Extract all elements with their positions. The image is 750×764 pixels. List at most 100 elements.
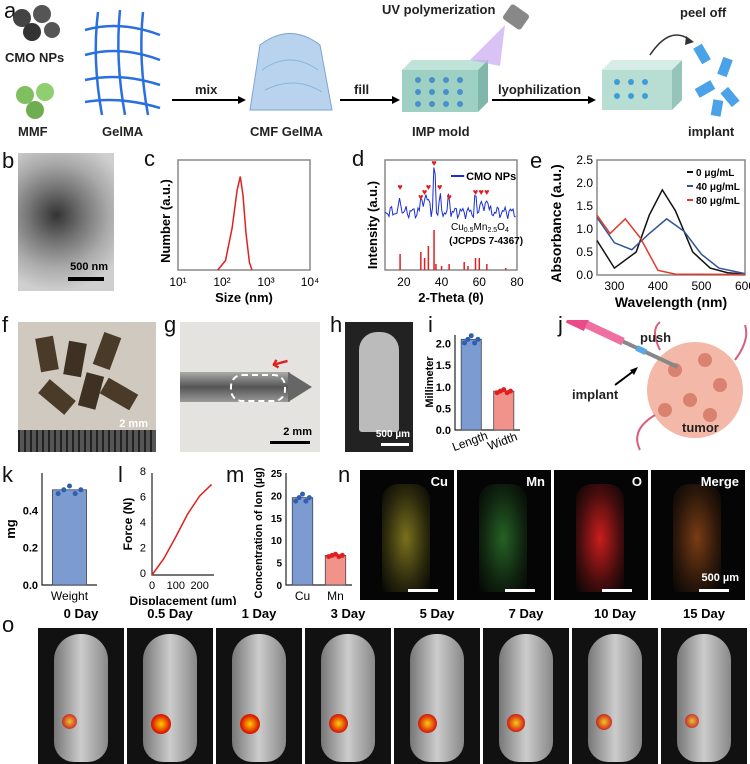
scalebar-b [68, 277, 104, 281]
panel-label-l: l [118, 462, 123, 487]
chart-k: 0.0 0.2 0.4 Weight mg [3, 473, 97, 603]
panel-label-d: d [352, 146, 365, 171]
y-tick-label: 10 [271, 536, 283, 547]
panel-label-k: k [2, 462, 13, 487]
y-axis-label: mg [3, 519, 18, 539]
y-tick-label: 4 [140, 517, 146, 529]
panel-label-m: m [226, 462, 245, 487]
implant-label-j: implant [572, 387, 619, 402]
fluorescence-signal [596, 714, 612, 730]
x-tick-label: Length [450, 428, 489, 454]
day-label: 3 Day [330, 606, 366, 621]
data-point [61, 487, 67, 493]
data-point [300, 491, 305, 497]
cmo-nps-spheres-icon [13, 5, 60, 41]
scalebar-n-label: 500 µm [701, 572, 739, 584]
plot-frame [177, 159, 311, 271]
data-point [462, 340, 468, 346]
panel-label-g: g [164, 312, 177, 337]
y-tick-label: 0.5 [576, 245, 593, 259]
uv-label: UV polymerization [382, 2, 496, 17]
imp-mold-icon [402, 60, 488, 112]
eds-map-o: O [554, 470, 648, 600]
y-axis-label: Millimeter [424, 356, 436, 408]
day-label: 5 Day [419, 606, 455, 621]
eds-map-merge: Merge 500 µm [651, 470, 745, 600]
panel-label-j: j [558, 312, 563, 337]
peak-marker-heart-icon: ♥ [422, 187, 427, 197]
reference-name: Cu0.5Mn2.5O4 [451, 222, 509, 234]
data-point [303, 498, 309, 504]
x-tick-label: 600 [735, 279, 750, 293]
legend-label: CMO NPs [466, 171, 516, 183]
data-point [296, 495, 302, 501]
fill-label: fill [354, 82, 370, 97]
panel-label-f: f [2, 312, 9, 337]
needle-photo: ↙ 2 mm [180, 322, 320, 452]
size-distribution-line [217, 176, 253, 271]
implant-pieces-icon [693, 43, 740, 117]
x-tick-label: Width [486, 429, 520, 453]
imp-mold-label: IMP mold [412, 124, 470, 139]
mouse-body-icon [588, 634, 642, 762]
x-tick-label: 0 [149, 580, 155, 592]
chart-l: 0 100 200 0 2 4 6 8 Force (N) Displacement (µm) [121, 466, 236, 605]
push-label: push [640, 330, 672, 345]
peel-off-label: peel off [680, 5, 727, 20]
bar [324, 555, 347, 586]
mouse-fluorescence-image [394, 628, 480, 764]
scalebar-n [505, 589, 535, 592]
bar [291, 497, 314, 586]
y-axis-label: Absorbance (a.u.) [548, 164, 564, 282]
x-tick-label: 500 [691, 279, 711, 293]
legend-label: 40 μg/mL [696, 182, 740, 193]
y-tick-label: 1.0 [436, 382, 451, 394]
fluorescence-signal [685, 714, 699, 728]
fluorescence-signal [507, 714, 525, 732]
mouse-body-icon [410, 634, 464, 762]
x-tick-label: 40 [435, 275, 449, 289]
y-tick-label: 0.0 [436, 425, 451, 437]
force-displacement-line [151, 483, 213, 576]
cmf-gelma-label: CMF GelMA [250, 124, 323, 139]
dried-mold-icon [602, 60, 682, 110]
x-tick-label: Cu [295, 589, 310, 603]
uv-lamp-icon [470, 4, 529, 66]
data-point [468, 333, 474, 339]
chart-e: 300 400 500 600 0.0 0.5 1.0 1.5 2.0 2.5 0 μg/mL 40 … [548, 153, 750, 310]
xrd-pattern [384, 167, 516, 220]
y-axis-label: Number (a.u.) [158, 179, 173, 263]
mouse-fluorescence-image [483, 628, 569, 764]
peak-marker-heart-icon: ♥ [426, 182, 431, 192]
y-tick-label: 0.2 [23, 543, 38, 555]
data-point [472, 340, 478, 346]
fluorescence-signal [329, 714, 348, 733]
day-label: 15 Day [683, 606, 725, 621]
x-tick-label: 10⁴ [301, 275, 320, 289]
x-tick-label: 10¹ [169, 275, 186, 289]
absorbance-line [596, 217, 746, 275]
mouse-fluorescence-image [572, 628, 658, 764]
mouse-body-icon [54, 634, 108, 762]
fluorescence-signal [418, 714, 437, 733]
plot-frame [384, 159, 518, 271]
peak-marker-heart-icon: ♥ [478, 187, 483, 197]
y-tick-label: 2.0 [576, 176, 593, 190]
x-axis-label: Size (nm) [215, 290, 273, 305]
y-tick-label: 15 [271, 514, 283, 525]
mouse-body-icon [232, 634, 286, 762]
absorbance-line [596, 188, 746, 275]
eds-channel-label: Mn [526, 474, 545, 489]
scalebar-b-label: 500 nm [70, 261, 108, 273]
panel-label-n: n [338, 462, 351, 487]
mouse-body-icon [677, 634, 731, 762]
data-point [72, 491, 78, 497]
fluorescence-signal [151, 714, 171, 734]
tumor-label: tumor [682, 420, 719, 435]
sem-image: 500 µm [345, 322, 413, 452]
y-tick-label: 0 [140, 568, 146, 580]
chart-d: 20 40 60 80♥♥♥♥♥♥♥ ♥ ♥ ♥CMO NPsCu0.5Mn2.5O4(JC… [365, 158, 524, 305]
row2-charts: 10¹ 10² 10³ 10⁴ Number (a.u.) Size (nm) 20 40 6… [158, 153, 750, 310]
mmf-label: MMF [18, 124, 48, 139]
